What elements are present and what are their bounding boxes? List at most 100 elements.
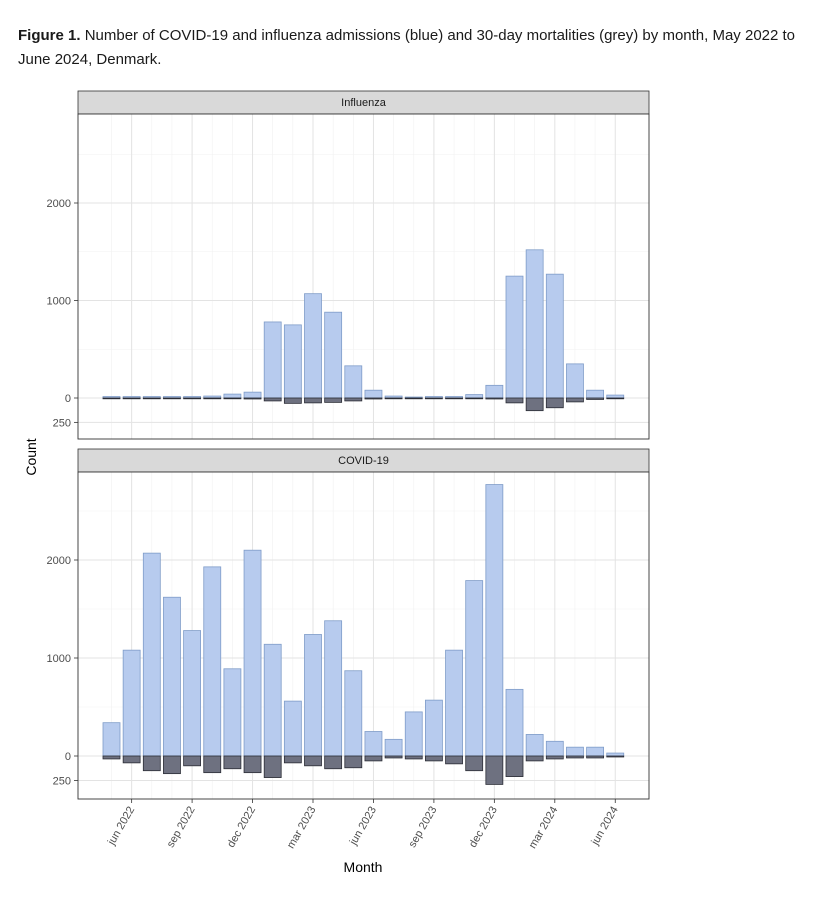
mortality-bar (324, 755, 343, 770)
mortality-bar (223, 755, 242, 770)
admissions-bar (364, 389, 383, 399)
admissions-bar (243, 391, 262, 399)
mortality-bar (102, 755, 121, 760)
admissions-bar (283, 700, 302, 757)
x-tick-label: dec 2023 (467, 805, 500, 850)
mortality-bar (586, 397, 604, 400)
mortality-bar (283, 397, 302, 404)
x-tick-label: jun 2024 (589, 805, 621, 848)
admissions-bar (243, 549, 262, 757)
x-tick-label: jun 2022 (105, 805, 137, 848)
figure-caption-text: Number of COVID-19 and influenza admissi… (18, 27, 796, 68)
admissions-bar (223, 393, 242, 399)
admissions-bar (566, 363, 584, 399)
mortality-bar (364, 397, 383, 400)
admissions-bar (122, 649, 141, 757)
y-tick-label: 0 (65, 393, 71, 405)
mortality-bar (243, 755, 262, 774)
mortality-bar (142, 397, 161, 400)
mortality-bar (263, 755, 282, 778)
admissions-bar (545, 273, 564, 399)
mortality-bar (183, 397, 202, 400)
y-axis-title: Count (23, 438, 39, 475)
mortality-bar (404, 397, 423, 400)
admissions-bar (344, 670, 363, 757)
panel-strip-label: COVID-19 (338, 455, 389, 467)
mortality-bar (243, 397, 262, 400)
x-axis-ticks: jun 2022 sep 2022 dec 2022 mar 2023 jun 2023… (105, 799, 621, 851)
mortality-bar (384, 397, 403, 400)
panel-border (77, 113, 650, 440)
mortality-bar (122, 397, 141, 400)
chart-panels: Influenza 2000 1000 0 250 COVID-19 2000 1000 0 25… (47, 90, 650, 800)
admissions-bar (465, 580, 484, 757)
admissions-bar (525, 249, 544, 399)
mortality-bar (142, 755, 161, 772)
y-tick-label: 250 (53, 776, 71, 788)
admissions-bar (384, 738, 403, 757)
admissions-bar (304, 634, 322, 757)
mortality-bar (525, 755, 544, 762)
x-tick-label: jun 2023 (347, 805, 379, 848)
x-tick-label: mar 2024 (527, 805, 561, 851)
admissions-bar (324, 620, 343, 757)
mortality-bar (304, 397, 322, 404)
admissions-bar (586, 746, 604, 757)
mortality-bar (505, 755, 524, 777)
admissions-bar (263, 643, 282, 757)
panel-influenza: Influenza 2000 1000 0 250 (47, 90, 650, 440)
admissions-bar (525, 734, 544, 757)
admissions-bar (304, 293, 322, 399)
admissions-bar (344, 365, 363, 399)
mortality-bar (263, 397, 282, 402)
admissions-bar (142, 552, 161, 757)
mortality-bar (566, 755, 584, 759)
mortality-bar (203, 755, 222, 774)
admissions-bar (505, 275, 524, 399)
mortality-bar (465, 397, 484, 400)
y-tick-label: 2000 (47, 555, 71, 567)
mortality-bar (283, 755, 302, 764)
mortality-bar (485, 755, 504, 785)
admissions-bar (606, 752, 625, 757)
mortality-bar (424, 397, 443, 400)
mortality-bar (183, 755, 202, 767)
mortality-bar (545, 397, 564, 409)
mortality-bar (163, 755, 181, 775)
admissions-bar (566, 746, 584, 757)
admissions-bar (485, 384, 504, 399)
mortality-bar (445, 397, 463, 400)
mortality-bar (606, 755, 625, 758)
mortality-bar (465, 755, 484, 772)
admissions-bar (545, 740, 564, 757)
mortality-bar (364, 755, 383, 762)
mortality-bar (102, 397, 121, 400)
mortality-bar (424, 755, 443, 762)
panel-strip-label: Influenza (341, 97, 387, 109)
mortality-bar (485, 397, 504, 400)
y-tick-label: 0 (65, 751, 71, 763)
admissions-bar (223, 668, 242, 757)
mortality-bar (566, 397, 584, 403)
admissions-bar (364, 731, 383, 757)
x-tick-label: sep 2022 (165, 805, 198, 850)
mortality-bar (163, 397, 181, 400)
mortality-bar (545, 755, 564, 760)
mortality-bar (586, 755, 604, 759)
admissions-bar (263, 321, 282, 399)
y-tick-label: 250 (53, 417, 71, 429)
x-axis-title: Month (344, 859, 383, 875)
admissions-bar (404, 711, 423, 757)
admissions-bar (102, 722, 121, 757)
mortality-bar (384, 755, 403, 759)
mortality-bar (223, 397, 242, 400)
mortality-bar (203, 397, 222, 400)
panel-border (77, 471, 650, 800)
admissions-bar (283, 324, 302, 399)
mortality-bar (122, 755, 141, 764)
admissions-bar (324, 311, 343, 399)
mortality-bar (445, 755, 463, 765)
mortality-bar (606, 397, 625, 400)
admissions-bar (606, 394, 625, 399)
x-tick-label: sep 2023 (406, 805, 439, 850)
